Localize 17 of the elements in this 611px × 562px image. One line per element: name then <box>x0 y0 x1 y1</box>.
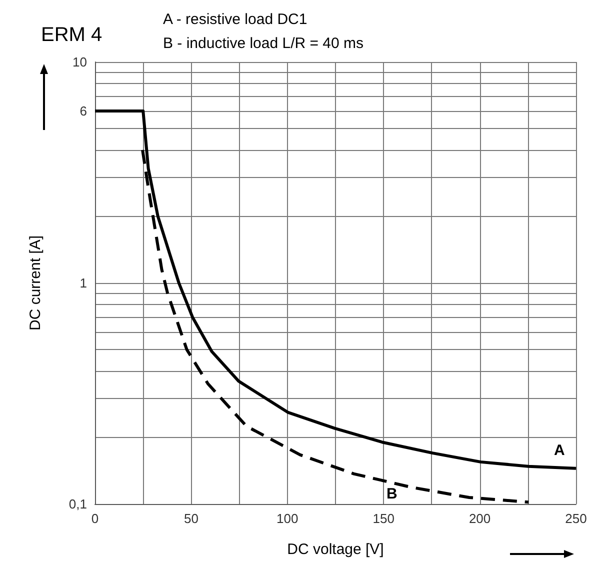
y-tick-label: 6 <box>80 104 87 119</box>
chart-title: ERM 4 <box>41 24 102 46</box>
x-tick-label: 0 <box>91 511 99 526</box>
y-tick-label: 10 <box>72 54 87 70</box>
x-axis-title: DC voltage [V] <box>287 541 384 558</box>
x-tick-label: 150 <box>372 511 394 526</box>
x-tick-label: 250 <box>565 511 587 526</box>
x-tick-label: 200 <box>468 511 491 526</box>
y-axis-title: DC current [A] <box>27 235 44 331</box>
text: A - resistive load DC1 <box>163 11 308 28</box>
x-tick-label: 100 <box>276 511 298 526</box>
x-tick-label: 50 <box>184 511 198 526</box>
y-tick-label: 0,1 <box>68 496 87 512</box>
y-tick-label: 1 <box>80 276 87 290</box>
series-label: A <box>554 442 565 459</box>
series-label: B <box>386 486 398 503</box>
text: B - inductive load L/R = 40 ms <box>163 35 364 52</box>
